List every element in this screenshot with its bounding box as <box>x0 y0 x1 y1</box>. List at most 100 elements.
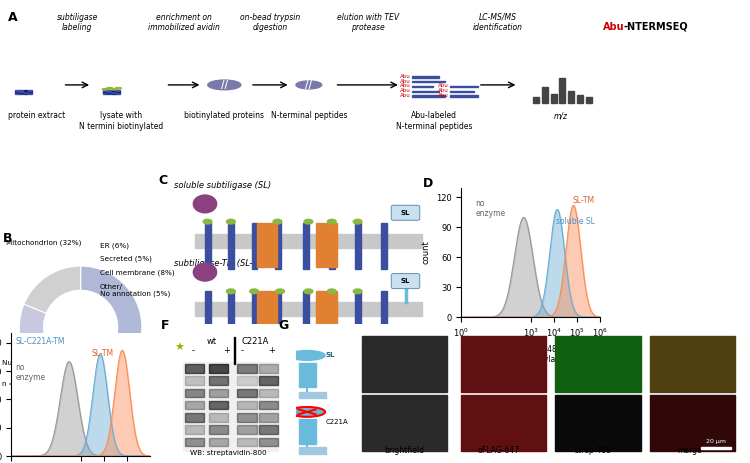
Text: Abu: Abu <box>438 88 448 94</box>
Bar <box>103 90 106 91</box>
Bar <box>209 401 228 409</box>
Text: Abu: Abu <box>400 94 410 98</box>
Bar <box>237 438 256 446</box>
Text: subtiligase-TM (SL-TM): subtiligase-TM (SL-TM) <box>174 258 267 268</box>
Text: Abu: Abu <box>400 79 410 83</box>
Bar <box>195 234 422 248</box>
Text: C221A: C221A <box>242 337 269 346</box>
Text: Abu: Abu <box>603 22 625 32</box>
Text: enrichment on
immobilized avidin: enrichment on immobilized avidin <box>148 13 220 32</box>
Text: αFLAG-647: αFLAG-647 <box>478 446 520 455</box>
Bar <box>298 363 316 388</box>
Bar <box>381 223 386 269</box>
Circle shape <box>289 407 325 417</box>
Bar <box>107 93 111 94</box>
Text: +: + <box>223 345 230 355</box>
Bar <box>183 362 278 451</box>
Text: Abu: Abu <box>400 74 410 79</box>
Bar <box>298 392 326 398</box>
Circle shape <box>353 289 362 294</box>
Bar <box>28 91 32 92</box>
Bar <box>550 94 556 102</box>
Text: Cell membrane (8%): Cell membrane (8%) <box>100 269 175 276</box>
Circle shape <box>289 350 325 360</box>
Text: //: // <box>305 80 312 90</box>
Circle shape <box>102 88 108 90</box>
Bar <box>20 90 23 91</box>
Bar <box>112 91 116 92</box>
Bar <box>107 92 111 93</box>
Bar <box>329 291 334 338</box>
Text: subtiligase
labeling: subtiligase labeling <box>57 13 98 32</box>
Bar <box>209 364 228 373</box>
Bar <box>412 86 433 88</box>
Bar <box>650 336 735 392</box>
Text: -: - <box>192 345 195 355</box>
Bar <box>209 425 228 434</box>
Bar <box>116 91 120 92</box>
Bar <box>112 92 116 93</box>
Circle shape <box>327 219 336 224</box>
Bar <box>259 388 278 397</box>
Bar <box>259 376 278 385</box>
Bar <box>533 97 539 102</box>
Text: SL: SL <box>400 278 410 284</box>
Bar <box>256 291 278 335</box>
FancyBboxPatch shape <box>392 205 420 220</box>
Bar <box>237 401 256 409</box>
Text: brightfield: brightfield <box>384 446 424 455</box>
Wedge shape <box>106 343 136 371</box>
Bar <box>209 388 228 397</box>
Text: Mitochondrion (32%): Mitochondrion (32%) <box>7 239 82 246</box>
Wedge shape <box>24 266 80 313</box>
Bar <box>116 93 120 94</box>
Text: LC-MS/MS
identification: LC-MS/MS identification <box>472 13 523 32</box>
Circle shape <box>226 219 236 224</box>
Bar <box>298 419 316 444</box>
Circle shape <box>304 219 313 224</box>
Bar <box>412 95 445 97</box>
Circle shape <box>203 219 212 224</box>
FancyBboxPatch shape <box>392 274 420 288</box>
Bar <box>412 81 445 82</box>
Wedge shape <box>79 361 108 388</box>
Wedge shape <box>81 266 142 352</box>
Bar <box>15 93 19 94</box>
Circle shape <box>327 289 336 294</box>
Text: Abu: Abu <box>400 88 410 94</box>
Wedge shape <box>98 354 124 382</box>
Bar <box>259 425 278 434</box>
Text: Abu: Abu <box>400 83 410 88</box>
Text: wt: wt <box>207 337 218 346</box>
Text: biotinylated proteins: biotinylated proteins <box>184 111 264 120</box>
Bar <box>184 425 205 434</box>
Bar <box>412 76 439 77</box>
Bar <box>355 223 361 269</box>
Text: B: B <box>3 232 13 245</box>
Bar <box>195 302 422 316</box>
Circle shape <box>353 219 362 224</box>
Bar <box>24 91 27 92</box>
Bar <box>15 90 19 91</box>
Circle shape <box>111 88 117 90</box>
Text: no
enzyme: no enzyme <box>16 363 46 382</box>
Text: elution with TEV
protease: elution with TEV protease <box>337 13 399 32</box>
Bar <box>251 291 257 338</box>
Circle shape <box>304 289 313 294</box>
Bar <box>298 447 326 454</box>
Bar <box>184 376 205 385</box>
Bar <box>20 93 23 94</box>
Bar <box>209 438 228 446</box>
Bar <box>316 291 337 335</box>
Bar <box>103 92 106 93</box>
Bar <box>228 223 234 269</box>
Bar <box>329 223 334 269</box>
Bar <box>184 413 205 422</box>
Text: -NTERMSEQ: -NTERMSEQ <box>623 22 688 32</box>
Bar <box>259 401 278 409</box>
Bar <box>560 78 566 102</box>
Circle shape <box>116 88 122 89</box>
Text: F: F <box>161 319 170 332</box>
Bar <box>586 97 592 102</box>
Bar <box>15 92 19 93</box>
